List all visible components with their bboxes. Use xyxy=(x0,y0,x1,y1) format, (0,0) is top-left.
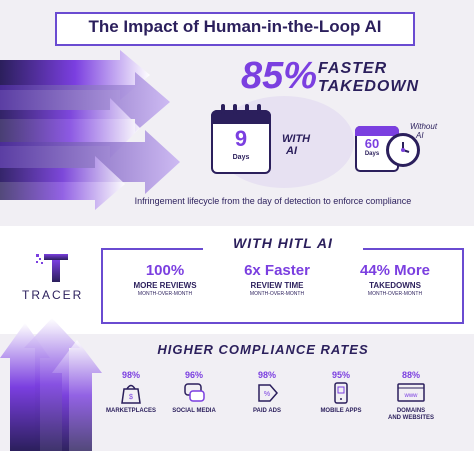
hitl-stat: 100% MORE REVIEWS MONTH-OVER-MONTH xyxy=(110,262,220,297)
compliance-title: HIGHER COMPLIANCE RATES xyxy=(157,342,369,357)
compliance-label: MARKETPLACES xyxy=(105,408,156,414)
compliance-item: 98% $ MARKETPLACES xyxy=(100,370,162,415)
stat-value: 100% xyxy=(145,262,185,279)
arrow-shape xyxy=(52,340,102,451)
hero-percent: 85% xyxy=(240,55,317,97)
hitl-title-backdrop xyxy=(203,233,363,253)
domains-www-icon: www xyxy=(397,383,425,402)
stat-sub: MONTH-OVER-MONTH xyxy=(137,291,193,297)
stat-sub: MONTH-OVER-MONTH xyxy=(249,291,305,297)
without-ai-label-line1: Without xyxy=(410,122,438,131)
hero-takedown: TAKEDOWN xyxy=(318,78,420,95)
stat-label: REVIEW TIME xyxy=(250,281,304,290)
stat-label: TAKEDOWNS xyxy=(369,281,421,290)
paid-ads-tag-icon: % xyxy=(258,384,278,402)
calendar-header xyxy=(211,110,271,124)
stat-value: 6x Faster xyxy=(244,262,310,279)
calendar-ring xyxy=(233,104,237,114)
compliance-label: DOMAINS AND WEBSITES xyxy=(380,408,442,422)
calendar-ring xyxy=(245,104,249,114)
tracer-logo-icon xyxy=(36,254,68,282)
compliance-item: 88% www DOMAINS AND WEBSITES xyxy=(380,370,442,422)
compliance-percent: 98% xyxy=(121,370,140,380)
without-ai-label-line2: AI xyxy=(416,131,424,140)
clock-icon xyxy=(386,133,420,167)
compliance-percent: 98% xyxy=(257,370,276,380)
mobile-apps-phone-icon xyxy=(334,382,348,404)
compliance-label: PAID ADS xyxy=(252,408,281,414)
title-frame xyxy=(55,12,415,46)
without-ai-days-number: 60 xyxy=(364,136,380,151)
with-ai-label-line1: WITH xyxy=(282,133,311,145)
compliance-item: 98% % PAID ADS xyxy=(236,370,298,415)
arrow-shape xyxy=(0,156,125,210)
compliance-item: 96% SOCIAL MEDIA xyxy=(163,370,225,415)
arrows-right-decoration xyxy=(0,50,180,210)
hitl-title: WITH HITL AI xyxy=(233,235,333,251)
compliance-percent: 95% xyxy=(331,370,350,380)
social-media-chat-icon xyxy=(184,383,205,402)
with-ai-days-label: Days xyxy=(232,154,250,161)
calendar-ring xyxy=(257,104,261,114)
compliance-label-line1: DOMAINS xyxy=(396,408,426,414)
hero-faster: FASTER xyxy=(318,60,388,77)
svg-text:www: www xyxy=(404,393,419,399)
hitl-stat: 44% More TAKEDOWNS MONTH-OVER-MONTH xyxy=(340,262,450,297)
compliance-percent: 96% xyxy=(184,370,203,380)
compliance-percent: 88% xyxy=(401,370,420,380)
stat-value: 44% More xyxy=(359,262,431,279)
compliance-label-line2: AND WEBSITES xyxy=(387,415,434,421)
without-ai-days-label: Days xyxy=(364,151,380,157)
stat-label: MORE REVIEWS xyxy=(133,281,197,290)
without-ai-label: Without AI xyxy=(410,122,437,140)
with-ai-label-line2: AI xyxy=(286,145,297,157)
compliance-label: MOBILE APPS xyxy=(320,408,362,414)
hitl-stat: 6x Faster REVIEW TIME MONTH-OVER-MONTH xyxy=(222,262,332,297)
svg-text:$: $ xyxy=(129,394,133,401)
compliance-item: 95% MOBILE APPS xyxy=(310,370,372,415)
brand-name: TRACER xyxy=(22,288,84,302)
stat-sub: MONTH-OVER-MONTH xyxy=(367,291,423,297)
page-title: The Impact of Human-in-the-Loop AI xyxy=(88,17,382,36)
calendar-ring xyxy=(221,104,225,114)
calendar-small-header xyxy=(355,126,399,136)
marketplace-bag-icon: $ xyxy=(121,384,141,404)
svg-text:%: % xyxy=(264,391,270,398)
compliance-label: SOCIAL MEDIA xyxy=(172,408,216,414)
with-ai-days-number: 9 xyxy=(234,126,248,151)
arrows-up-decoration xyxy=(0,318,102,451)
hero-caption: Infringement lifecycle from the day of d… xyxy=(134,196,412,206)
